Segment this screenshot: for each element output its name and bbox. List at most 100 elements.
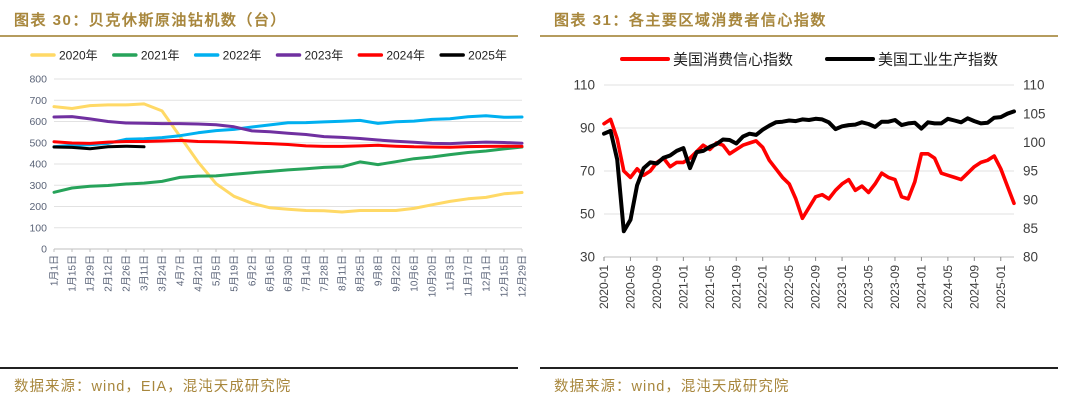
y-axis-right-label: 105: [1023, 106, 1046, 121]
x-axis-label: 7月28日: [319, 255, 331, 292]
x-axis-label: 5月19日: [229, 255, 241, 292]
x-axis-label: 4月7日: [175, 255, 187, 286]
x-axis-label: 1月15日: [67, 255, 79, 292]
legend-label: 2022年: [223, 48, 262, 62]
x-axis-label: 11月17日: [463, 255, 475, 297]
legend-label: 2021年: [141, 48, 180, 62]
x-axis-label: 3月11日: [139, 255, 151, 291]
y-axis-left-label: 90: [580, 121, 595, 136]
y-axis-left-label: 70: [580, 164, 595, 179]
x-axis-label: 1月29日: [85, 255, 97, 292]
legend-item: 2020年: [30, 48, 98, 62]
legend-label: 2025年: [468, 48, 507, 62]
x-axis-label: 3月24日: [157, 255, 169, 292]
figure-title: 图表 30：贝克休斯原油钻机数（台）: [14, 12, 287, 29]
y-axis-left-label: 110: [573, 78, 595, 93]
x-axis-label: 2025-01: [994, 265, 1008, 309]
x-axis-label: 2022-01: [756, 265, 770, 309]
x-axis-label: 9月22日: [391, 255, 403, 292]
x-axis-label: 2024-09: [967, 265, 981, 309]
x-axis-label: 2021-05: [703, 265, 717, 309]
rig-count-line-chart: 0 100 200 300 400 500 600 700 800 1月1日 1月15日 1月29日 2…: [29, 48, 529, 297]
x-axis-label: 10月6日: [409, 255, 421, 292]
x-axis-label: 1月1日: [49, 255, 61, 286]
figure-footer: 数据来源：wind，混沌天成研究院: [540, 367, 1058, 405]
x-axis-label: 2020-05: [623, 265, 637, 309]
chart-container: 0 100 200 300 400 500 600 700 800 1月1日 1月15日 1月29日 2…: [0, 37, 540, 367]
legend-item: 2021年: [112, 48, 180, 62]
series-line-2023年: [52, 115, 524, 146]
x-axis-label: 11月3日: [445, 255, 457, 291]
x-axis-label: 2021-09: [729, 265, 743, 309]
x-axis-label: 2024-05: [941, 265, 955, 309]
x-axis-label: 6月30日: [283, 255, 295, 292]
x-axis-label: 2022-09: [809, 265, 823, 309]
x-axis-label: 9月8日: [373, 255, 385, 286]
legend-label: 2024年: [386, 48, 425, 62]
y-axis-right-label: 85: [1023, 221, 1038, 236]
y-axis-right-label: 95: [1023, 164, 1038, 179]
y-axis-label: 800: [29, 74, 47, 86]
y-axis-right-label: 80: [1023, 250, 1038, 265]
y-axis-label: 500: [29, 137, 47, 149]
x-axis-label: 8月25日: [355, 255, 367, 292]
y-axis-right-label: 90: [1023, 192, 1038, 207]
x-axis-label: 12月1日: [481, 255, 493, 292]
x-axis-label: 2024-01: [914, 265, 928, 309]
y-axis-label: 100: [29, 222, 47, 234]
y-axis-label: 400: [29, 159, 47, 171]
figure-footer: 数据来源：wind，EIA，混沌天成研究院: [0, 367, 518, 405]
y-axis-right-label: 110: [1023, 78, 1045, 93]
series-line-2022年: [52, 114, 524, 149]
x-axis-label: 2023-09: [888, 265, 902, 309]
series-line-2024年: [52, 138, 524, 149]
series-line-2025年: [52, 144, 146, 151]
y-axis-left-label: 50: [580, 207, 595, 222]
y-axis-label: 200: [29, 201, 47, 213]
y-axis-left-label: 30: [580, 250, 595, 265]
legend-item: 2022年: [193, 48, 262, 62]
x-axis-label: 2023-05: [862, 265, 876, 309]
x-axis-label: 7月14日: [301, 255, 313, 292]
legend-item: 美国消费信心指数: [620, 51, 793, 68]
x-axis-label: 2020-01: [597, 265, 611, 309]
legend-item: 2025年: [439, 48, 507, 62]
x-axis-label: 2021-01: [676, 265, 690, 309]
legend-item: 美国工业生产指数: [825, 51, 998, 68]
chart-container: 110 90 70 50 30 110 105 100 95 90 85 80 2020-01 2020-…: [540, 37, 1080, 367]
x-axis-label: 2月26日: [121, 255, 133, 292]
legend-item: 2023年: [275, 48, 344, 62]
panel-rig-count-chart: 图表 30：贝克休斯原油钻机数（台） 0 100 200 300 400 500 600 70…: [0, 0, 540, 405]
x-axis-label: 12月29日: [517, 255, 529, 297]
x-axis-label: 4月21日: [193, 255, 205, 292]
figure-title: 图表 31：各主要区域消费者信心指数: [554, 12, 827, 29]
x-axis-label: 2月12日: [103, 255, 115, 292]
x-axis-label: 6月16日: [265, 255, 277, 292]
figure-header: 图表 31：各主要区域消费者信心指数: [540, 0, 1058, 37]
x-axis-label: 6月2日: [247, 255, 259, 286]
y-axis-label: 0: [41, 244, 47, 256]
figure-header: 图表 30：贝克休斯原油钻机数（台）: [0, 0, 518, 37]
x-axis-label: 2022-05: [782, 265, 796, 309]
confidence-line-chart: 110 90 70 50 30 110 105 100 95 90 85 80 2020-01 2020-…: [573, 51, 1046, 309]
y-axis-label: 300: [29, 180, 47, 192]
panel-confidence-chart: 图表 31：各主要区域消费者信心指数 110 90 70 50 30 110 105 100 9…: [540, 0, 1080, 405]
x-axis-label: 2023-01: [835, 265, 849, 309]
x-axis-label: 5月5日: [211, 255, 223, 286]
y-axis-label: 600: [29, 116, 47, 128]
y-axis-label: 700: [29, 95, 47, 107]
legend-label: 美国消费信心指数: [673, 51, 793, 68]
x-axis-label: 12月15日: [499, 255, 511, 297]
legend-label: 2023年: [305, 48, 344, 62]
x-axis-label: 2020-09: [650, 265, 664, 309]
y-axis-right-label: 100: [1023, 135, 1046, 150]
legend-label: 美国工业生产指数: [878, 51, 998, 68]
data-source-text: 数据来源：wind，混沌天成研究院: [554, 379, 790, 395]
series-line-美国工业生产指数: [602, 109, 1016, 234]
series-line-2020年: [52, 102, 524, 214]
legend-item: 2024年: [357, 48, 425, 62]
x-axis-label: 8月11日: [337, 255, 349, 291]
legend-label: 2020年: [59, 48, 98, 62]
series-line-2021年: [52, 145, 524, 194]
